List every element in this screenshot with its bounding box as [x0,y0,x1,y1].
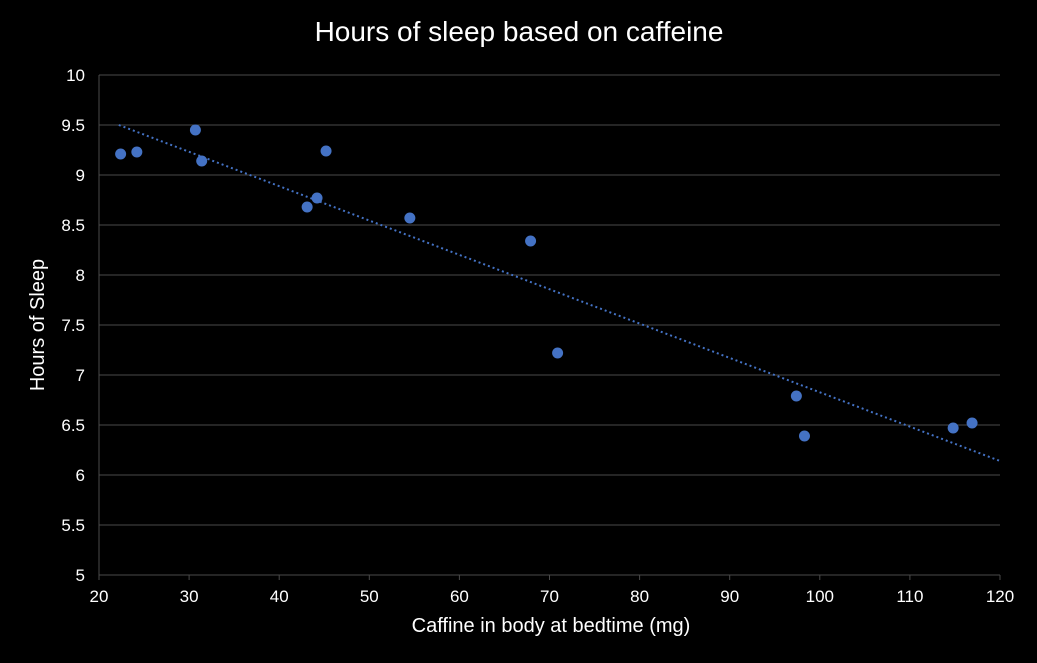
y-tick-label: 5.5 [61,516,85,535]
x-tick-label: 30 [180,587,199,606]
x-axis-label: Caffine in body at bedtime (mg) [412,615,691,637]
chart-title: Hours of sleep based on caffeine [315,16,724,47]
data-point [966,417,978,429]
x-tick-label: 80 [630,587,649,606]
x-tick-label: 60 [450,587,469,606]
y-tick-label: 6 [76,466,85,485]
y-tick-label: 7.5 [61,316,85,335]
data-point [947,422,959,434]
x-tick-label: 20 [90,587,109,606]
data-point [404,212,416,224]
data-points [115,124,978,442]
x-tick-label: 100 [806,587,834,606]
data-point [115,148,127,160]
y-tick-labels: 5 5.5 6 6.5 7 7.5 8 8.5 9 9.5 10 [61,66,85,585]
gridlines [98,74,1001,580]
data-point [196,155,208,167]
y-tick-label: 6.5 [61,416,85,435]
y-tick-label: 7 [76,366,85,385]
data-point [320,145,332,157]
data-point [790,390,802,402]
data-point [525,235,537,247]
y-tick-label: 8.5 [61,216,85,235]
y-tick-label: 5 [76,566,85,585]
trendline-group [118,124,1001,462]
y-tick-label: 9.5 [61,116,85,135]
data-point [311,192,323,204]
x-tick-label: 120 [986,587,1014,606]
x-tick-label: 40 [270,587,289,606]
data-point [131,146,143,158]
x-tick-labels: 20 30 40 50 60 70 80 90 100 110 120 [90,587,1015,606]
data-point [301,201,313,213]
data-point [798,430,810,442]
x-tick-label: 50 [360,587,379,606]
y-tick-label: 8 [76,266,85,285]
x-tick-label: 70 [540,587,559,606]
data-point [552,347,564,359]
x-tick-label: 110 [896,587,923,606]
y-tick-label: 10 [66,66,85,85]
x-tick-label: 90 [720,587,739,606]
trendline [118,124,1001,462]
y-axis-label: Hours of Sleep [27,259,49,391]
y-tick-label: 9 [76,166,85,185]
data-point [189,124,201,136]
